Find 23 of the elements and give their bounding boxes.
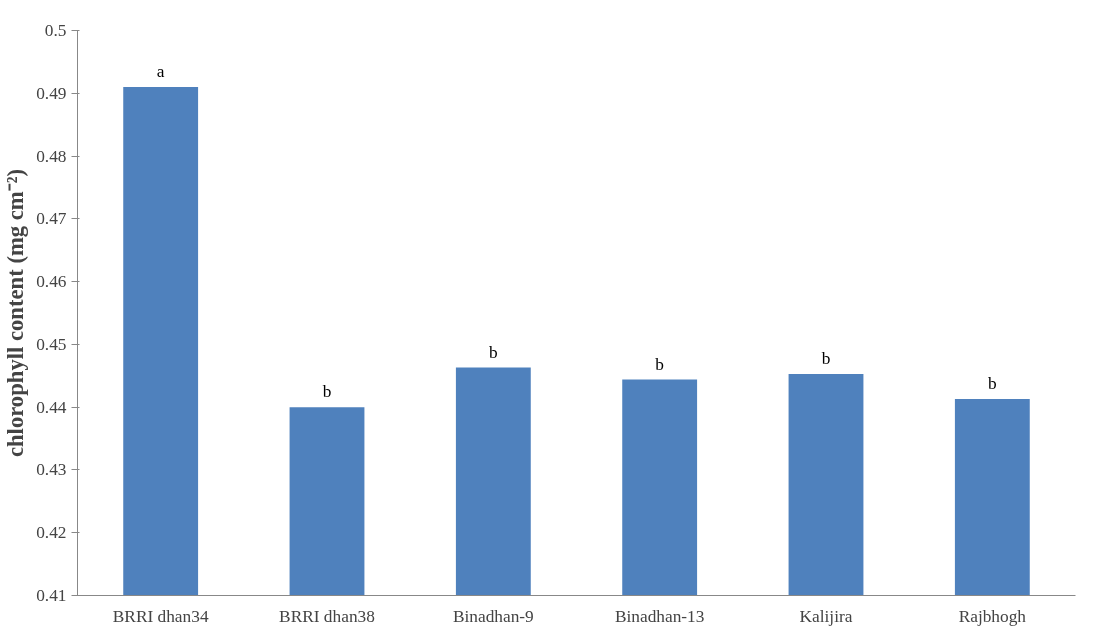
y-tick-label: 0.5 [44, 21, 67, 40]
y-tick-label: 0.42 [36, 523, 67, 543]
x-tick-label: BRRI dhan38 [279, 606, 375, 626]
x-tick-label: Kalijira [799, 606, 853, 626]
y-tick-label: 0.49 [36, 83, 67, 103]
y-tick-label: 0.46 [36, 272, 67, 292]
annotation: a [156, 62, 165, 81]
y-tick-label: 0.48 [36, 146, 67, 166]
y-tick-label: 0.43 [36, 460, 67, 480]
annotation: b [489, 342, 498, 362]
x-tick-label: Binadhan-9 [452, 606, 534, 626]
y-tick-label: 0.45 [36, 334, 67, 354]
x-tick-label: Binadhan-13 [614, 606, 705, 626]
x-tick-label: Rajbhogh [958, 606, 1027, 626]
annotation: b [988, 374, 997, 394]
y-tick-label: 0.41 [36, 586, 67, 605]
y-tick-label: 0.44 [36, 397, 67, 417]
annotation: b [655, 354, 665, 374]
annotation: b [821, 348, 831, 368]
annotation: b [322, 382, 332, 402]
y-axis-title: chlorophyll content (mg cm⁻²) [3, 168, 29, 458]
x-tick-label: BRRI dhan34 [112, 606, 209, 626]
y-tick-label: 0.47 [36, 209, 67, 229]
